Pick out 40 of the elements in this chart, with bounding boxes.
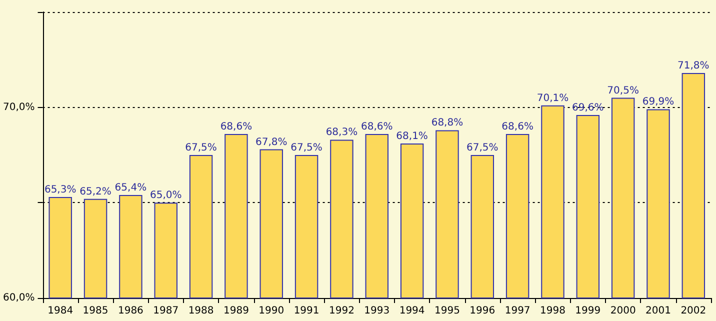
x-tick-label: 1997 bbox=[504, 306, 530, 316]
data-label: 68,8% bbox=[431, 118, 464, 129]
data-label: 65,3% bbox=[44, 184, 76, 196]
x-tick-label: 1995 bbox=[434, 306, 460, 316]
data-label: 68,3% bbox=[326, 127, 358, 138]
x-tick-label: 1986 bbox=[118, 306, 144, 316]
x-tick-label: 1984 bbox=[48, 306, 74, 316]
data-label: 65,2% bbox=[80, 186, 112, 198]
x-tick-label: 1985 bbox=[82, 306, 108, 316]
y-tick-label: 70,0% bbox=[2, 102, 35, 113]
data-label: 70,1% bbox=[536, 92, 569, 104]
data-label: 71,8% bbox=[678, 60, 710, 72]
x-tick-label: 1988 bbox=[188, 306, 214, 316]
data-label: 70,5% bbox=[607, 85, 639, 96]
data-label: 69,9% bbox=[642, 96, 674, 108]
x-tick-label: 1991 bbox=[294, 306, 320, 316]
x-tick-label: 1987 bbox=[153, 306, 179, 316]
data-label: 68,6% bbox=[502, 122, 534, 133]
data-label: 65,4% bbox=[114, 182, 147, 194]
data-label: 69,6% bbox=[572, 102, 604, 114]
data-label: 68,6% bbox=[360, 122, 393, 133]
x-tick-label: 2002 bbox=[680, 306, 706, 316]
x-tick-label: 1998 bbox=[540, 306, 566, 316]
x-tick-label: 1994 bbox=[399, 306, 425, 316]
data-label: 67,5% bbox=[466, 142, 498, 154]
x-tick-label: 1996 bbox=[470, 306, 496, 316]
x-tick-label: 2001 bbox=[646, 306, 671, 316]
x-tick-label: 2000 bbox=[610, 306, 636, 316]
data-label: 67,8% bbox=[255, 136, 288, 148]
x-tick-label: 1989 bbox=[223, 306, 249, 316]
x-tick-label: 1992 bbox=[328, 306, 354, 316]
y-tick-label: 60,0% bbox=[2, 292, 35, 304]
data-label: 65,0% bbox=[150, 190, 182, 202]
data-label: 68,6% bbox=[220, 122, 252, 133]
data-label: 67,5% bbox=[185, 142, 217, 154]
x-tick-label: 1999 bbox=[575, 306, 601, 316]
data-label: 67,5% bbox=[290, 142, 322, 154]
data-label: 68,1% bbox=[396, 131, 428, 142]
x-tick-label: 1990 bbox=[258, 306, 284, 316]
x-tick-label: 1993 bbox=[364, 306, 390, 316]
